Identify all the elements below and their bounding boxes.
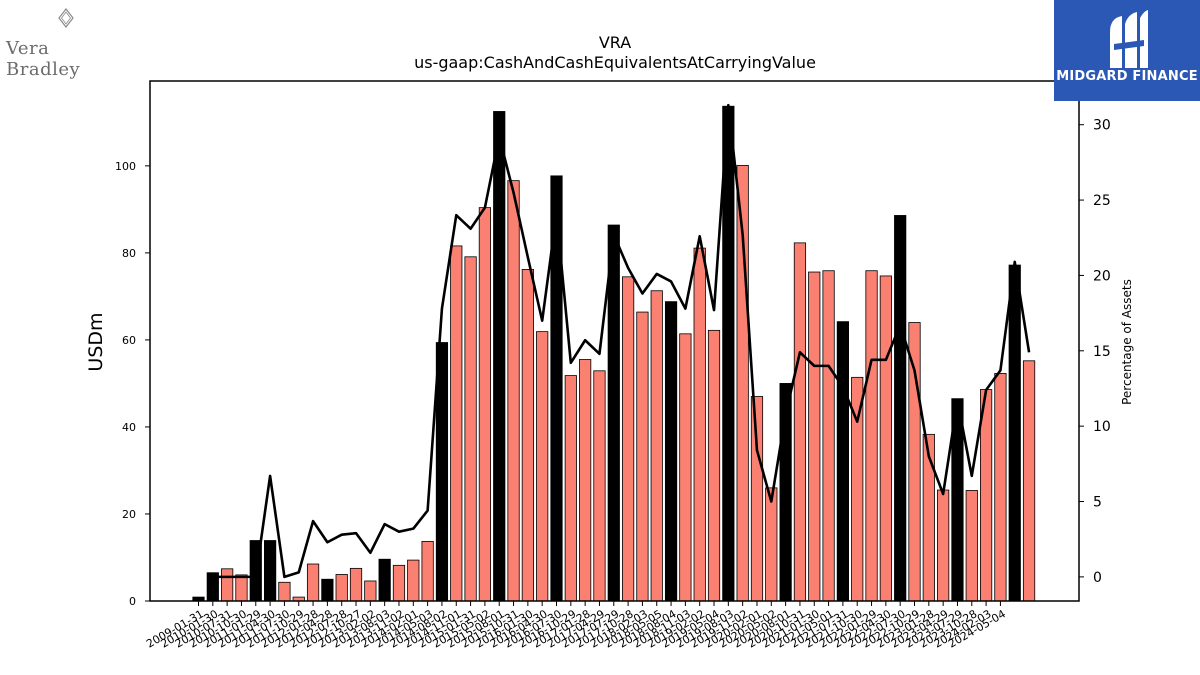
y-axis-left: 0 20 40 60 80 100 [115, 160, 150, 608]
bar [937, 489, 950, 602]
bar [536, 331, 549, 602]
bar [679, 333, 692, 602]
bar [994, 373, 1007, 602]
bar [865, 270, 878, 602]
bar [765, 487, 778, 602]
y-tick-label: 100 [115, 160, 136, 173]
bar [1008, 264, 1021, 602]
bar [593, 370, 606, 602]
y2-tick-label: 20 [1093, 268, 1111, 284]
bar [263, 540, 277, 602]
bar [278, 581, 291, 602]
bar [879, 275, 892, 602]
bar [478, 207, 492, 602]
bar [392, 564, 406, 602]
bar [908, 322, 921, 602]
bar [306, 563, 320, 602]
bar [693, 247, 706, 602]
bar [493, 111, 506, 602]
bar [521, 269, 534, 602]
bar [221, 568, 234, 602]
vera-bradley-monogram-icon [58, 8, 74, 28]
bar [335, 574, 348, 602]
midgard-finance-logo-icon [1110, 10, 1148, 68]
y-tick-label: 40 [122, 421, 136, 434]
bar [579, 359, 592, 602]
y-tick-label: 80 [122, 247, 136, 260]
bar [1022, 360, 1036, 602]
vera-bradley-logo: Vera Bradley [6, 4, 126, 80]
bar [894, 215, 907, 602]
y-tick-label: 0 [129, 595, 136, 608]
bar [321, 578, 334, 602]
bar [564, 375, 577, 602]
bar [407, 559, 420, 602]
bar [965, 490, 978, 602]
bar [664, 301, 678, 602]
x-axis: 2009-01-312010-01-302010-07-312010-10-30… [144, 601, 1008, 651]
midgard-finance-logo: MIDGARD FINANCE [1054, 0, 1200, 101]
y2-axis-label: Percentage of Assets [1120, 279, 1134, 405]
y-tick-label: 60 [122, 334, 136, 347]
chart-subtitle: us-gaap:CashAndCashEquivalentsAtCarrying… [414, 53, 816, 72]
y-axis-label: USDm [85, 312, 107, 371]
y2-tick-label: 30 [1093, 118, 1111, 134]
bar [235, 574, 248, 602]
line-series [212, 103, 1031, 579]
y2-tick-label: 10 [1093, 419, 1111, 435]
percentage-line [212, 103, 1031, 579]
bar-series [192, 105, 1036, 602]
bar [822, 270, 835, 602]
bar [650, 290, 663, 602]
y2-tick-label: 25 [1093, 193, 1111, 209]
y2-tick-label: 0 [1093, 570, 1102, 586]
y2-tick-label: 5 [1093, 495, 1102, 511]
chart-title: VRA [599, 33, 631, 52]
bar [607, 224, 620, 602]
bar [450, 245, 463, 602]
bar [808, 271, 821, 602]
bar [421, 540, 434, 602]
y-axis-right: 0 5 10 15 20 25 30 [1079, 118, 1111, 586]
y2-tick-label: 15 [1093, 344, 1111, 360]
bar [707, 329, 721, 602]
midgard-finance-wordmark: MIDGARD FINANCE [1056, 69, 1198, 84]
bar [750, 396, 764, 602]
vera-bradley-wordmark: Vera Bradley [6, 38, 81, 80]
bar [364, 580, 377, 602]
bar [622, 276, 635, 602]
bar [378, 558, 391, 602]
y-tick-label: 20 [122, 508, 136, 521]
bar [507, 180, 520, 602]
bar [793, 242, 807, 602]
bar [464, 256, 477, 602]
bar [836, 321, 850, 602]
bar [636, 311, 649, 602]
plot-frame [149, 80, 1080, 602]
bar [349, 567, 363, 602]
